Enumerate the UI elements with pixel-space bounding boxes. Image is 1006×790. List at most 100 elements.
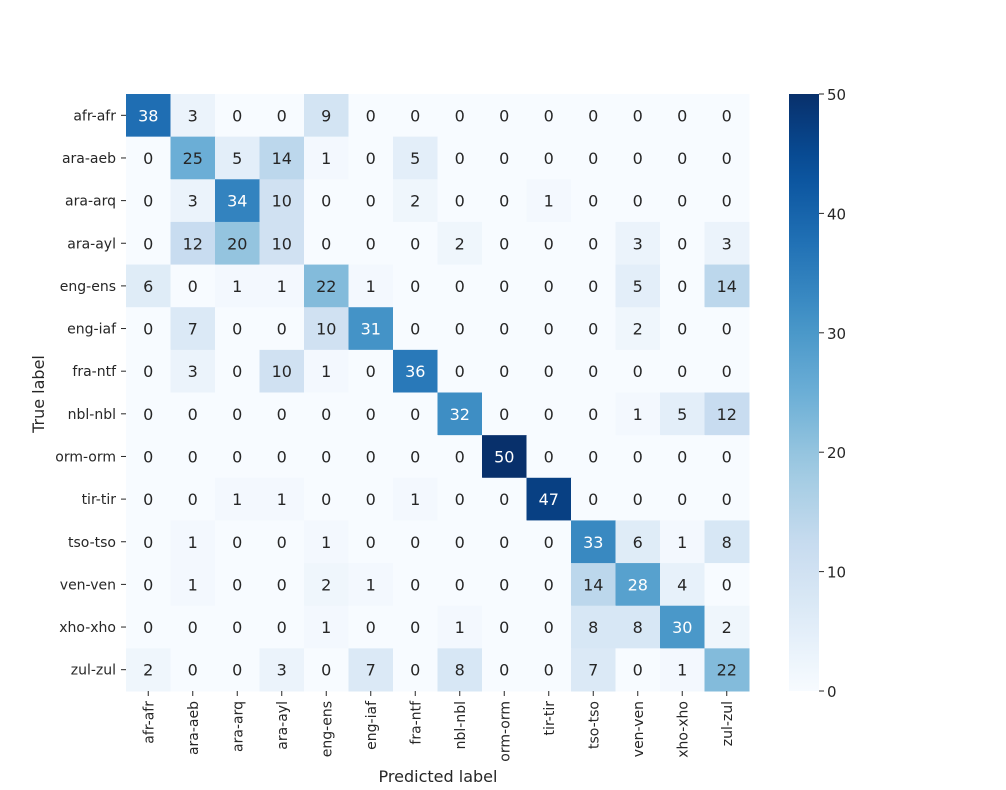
heatmap-cell xyxy=(348,94,394,138)
heatmap-cell xyxy=(215,349,260,393)
cell-value-label: 0 xyxy=(455,106,465,125)
cell-value-label: 0 xyxy=(722,320,732,339)
cell-value-label: 8 xyxy=(633,618,643,637)
cell-value-label: 2 xyxy=(321,575,331,594)
heatmap-cell xyxy=(126,563,171,607)
cell-value-label: 36 xyxy=(405,362,425,381)
cell-value-label: 14 xyxy=(583,575,603,594)
heatmap-cell xyxy=(660,648,705,692)
cell-value-label: 0 xyxy=(232,447,242,466)
cell-value-label: 0 xyxy=(677,490,687,509)
cell-value-label: 0 xyxy=(410,234,420,253)
cell-value-label: 0 xyxy=(499,575,509,594)
cell-value-label: 0 xyxy=(499,192,509,211)
cell-value-label: 0 xyxy=(143,234,153,253)
heatmap-cell xyxy=(393,349,438,393)
cell-value-label: 0 xyxy=(277,575,287,594)
cell-value-label: 5 xyxy=(232,149,242,168)
heatmap-cell xyxy=(215,477,260,521)
heatmap-cell xyxy=(660,307,705,351)
cell-value-label: 0 xyxy=(499,405,509,424)
cell-value-label: 1 xyxy=(321,533,331,552)
cell-value-label: 3 xyxy=(633,234,643,253)
cell-value-label: 0 xyxy=(455,277,465,296)
y-tick-label: fra-ntf xyxy=(72,364,117,380)
heatmap-cell xyxy=(660,179,705,223)
heatmap-cell xyxy=(304,221,349,266)
cell-value-label: 1 xyxy=(277,490,287,509)
cell-value-label: 0 xyxy=(544,320,554,339)
heatmap-cell xyxy=(304,307,349,351)
heatmap-cell xyxy=(704,477,750,521)
x-tick-label: fra-ntf xyxy=(408,700,424,745)
heatmap-cell xyxy=(526,520,572,564)
heatmap-cell xyxy=(482,94,527,138)
cell-value-label: 0 xyxy=(588,490,598,509)
cell-value-label: 0 xyxy=(366,447,376,466)
heatmap-cell xyxy=(170,94,216,138)
heatmap-cell xyxy=(170,563,216,607)
cell-value-label: 10 xyxy=(272,192,292,211)
cell-value-label: 28 xyxy=(628,575,648,594)
cell-value-label: 8 xyxy=(588,618,598,637)
cell-value-label: 47 xyxy=(539,490,559,509)
heatmap-cell xyxy=(526,94,572,138)
heatmap-cell xyxy=(526,307,572,351)
heatmap-cell xyxy=(482,563,527,607)
heatmap-cell xyxy=(259,179,305,223)
cell-value-label: 10 xyxy=(272,234,292,253)
heatmap-cell xyxy=(526,264,572,308)
heatmap-cell xyxy=(215,264,260,308)
cell-value-label: 1 xyxy=(366,575,376,594)
y-tick-label: ara-aeb xyxy=(62,151,116,167)
cell-value-label: 0 xyxy=(321,661,331,680)
colorbar: 0 10 20 30 40 50 xyxy=(789,86,846,701)
cell-value-label: 0 xyxy=(410,661,420,680)
heatmap-cell xyxy=(437,563,483,607)
x-tick-label: eng-iaf xyxy=(364,700,380,750)
cell-value-label: 1 xyxy=(321,149,331,168)
heatmap-cell xyxy=(615,563,661,607)
heatmap-cell xyxy=(704,349,750,393)
heatmap-cell xyxy=(348,264,394,308)
heatmap-cell xyxy=(704,648,750,692)
heatmap-cell xyxy=(126,392,171,436)
x-tick-label: tso-tso xyxy=(586,701,602,749)
cell-value-label: 7 xyxy=(588,661,598,680)
cell-value-label: 0 xyxy=(455,447,465,466)
heatmap-cell xyxy=(393,221,438,266)
cell-value-label: 0 xyxy=(366,192,376,211)
heatmap-cell xyxy=(126,648,171,692)
heatmap-cell xyxy=(526,648,572,692)
heatmap-cell xyxy=(615,435,661,479)
heatmap-cell xyxy=(393,605,438,649)
cell-value-label: 12 xyxy=(717,405,737,424)
cell-value-label: 0 xyxy=(232,405,242,424)
heatmap-cell xyxy=(259,392,305,436)
cell-value-label: 0 xyxy=(321,447,331,466)
cell-value-label: 0 xyxy=(722,362,732,381)
heatmap-cell xyxy=(259,94,305,138)
heatmap-cell xyxy=(615,648,661,692)
cell-value-label: 1 xyxy=(366,277,376,296)
y-tick-label: zul-zul xyxy=(71,663,116,679)
heatmap-cell xyxy=(126,477,171,521)
heatmap-cell xyxy=(259,349,305,393)
heatmap-cell xyxy=(482,264,527,308)
cell-value-label: 0 xyxy=(188,405,198,424)
heatmap-cell xyxy=(704,221,750,266)
heatmap-cell xyxy=(526,435,572,479)
y-tick-label: ven-ven xyxy=(60,577,116,593)
colorbar-tick-label: 50 xyxy=(827,86,846,104)
x-tick-label: ara-arq xyxy=(230,701,246,752)
heatmap-cell xyxy=(615,307,661,351)
colorbar-tick-label: 10 xyxy=(827,564,846,582)
heatmap-cell xyxy=(660,605,705,649)
heatmap-cell xyxy=(259,477,305,521)
cell-value-label: 2 xyxy=(722,618,732,637)
cell-value-label: 0 xyxy=(455,149,465,168)
cell-value-label: 0 xyxy=(277,533,287,552)
cell-value-label: 0 xyxy=(499,234,509,253)
cell-value-label: 0 xyxy=(143,192,153,211)
